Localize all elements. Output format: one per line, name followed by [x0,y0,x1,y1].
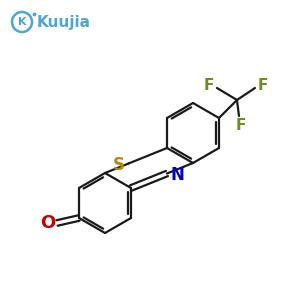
Text: F: F [236,118,246,134]
Text: K: K [18,17,26,27]
Text: Kuujia: Kuujia [37,14,91,29]
Text: N: N [170,166,184,184]
Text: F: F [204,79,214,94]
Text: O: O [40,214,56,232]
Text: F: F [258,79,268,94]
Text: S: S [112,155,124,173]
